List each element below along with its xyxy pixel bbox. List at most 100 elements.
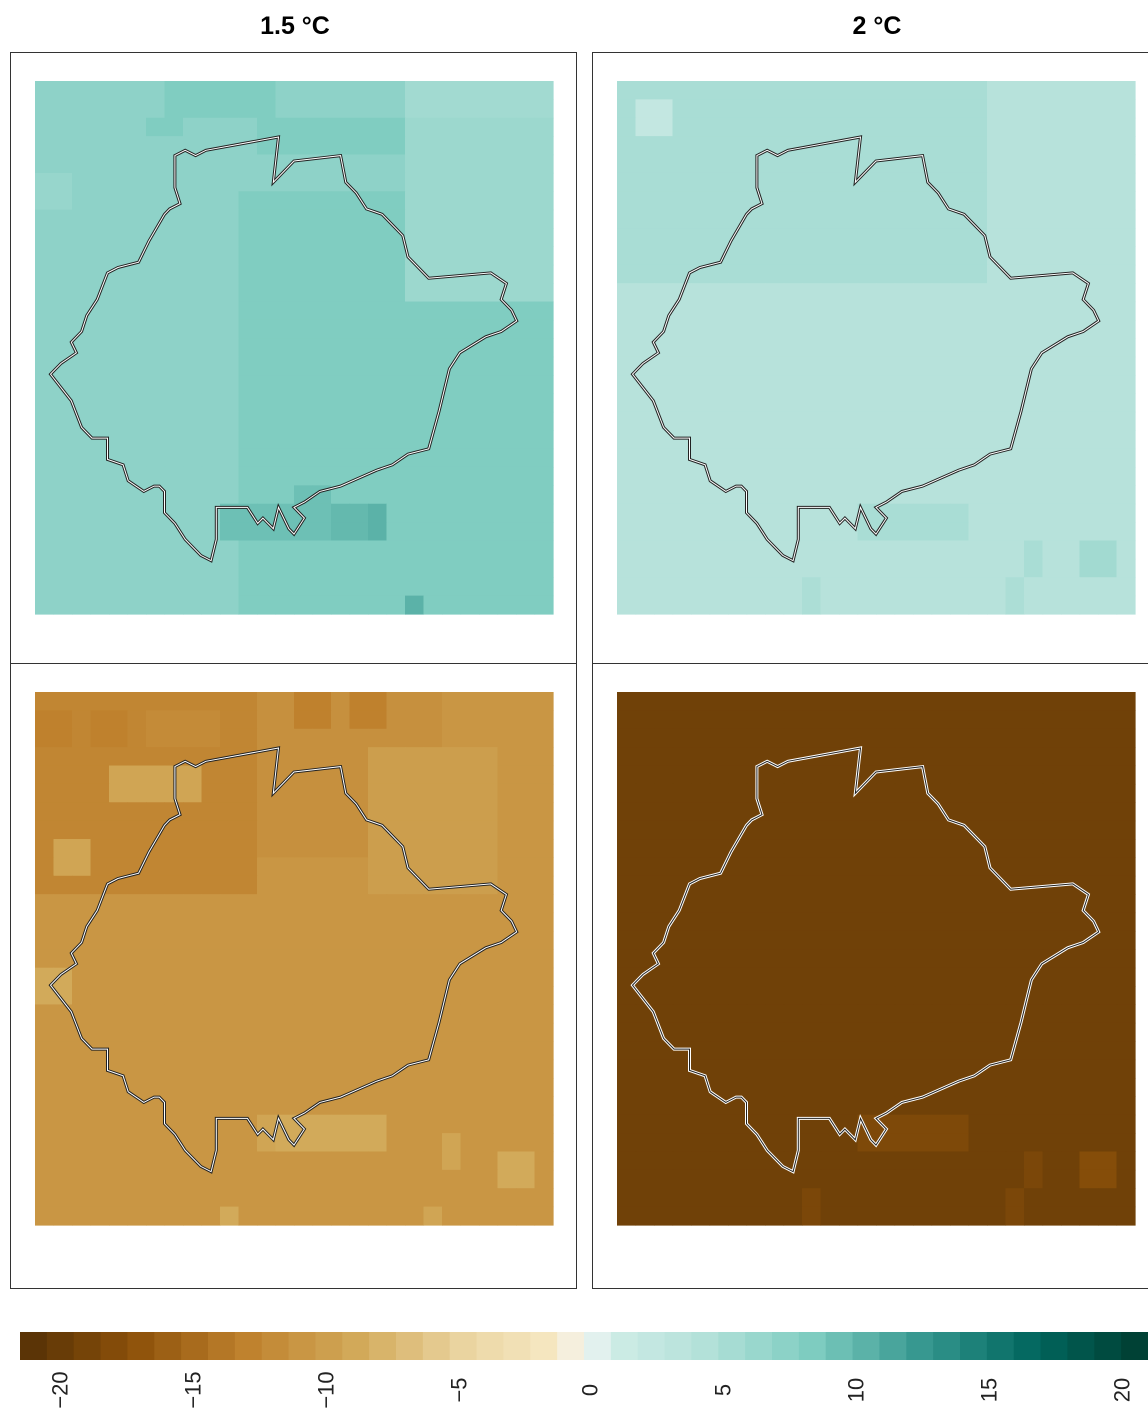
heatmap-cell (931, 264, 951, 284)
heatmap-cell (1098, 558, 1118, 578)
heatmap-cell (423, 1041, 443, 1061)
heatmap-cell (183, 839, 203, 859)
heatmap-cell (312, 375, 332, 395)
heatmap-cell (987, 99, 1007, 119)
heatmap-cell (617, 540, 637, 560)
heatmap-cell (672, 1004, 692, 1024)
heatmap-cell (257, 264, 277, 284)
heatmap-cell (654, 1169, 674, 1189)
heatmap-cell (857, 1041, 877, 1061)
heatmap-cell (238, 99, 258, 119)
heatmap-cell (1042, 558, 1062, 578)
heatmap-cell (691, 375, 711, 395)
heatmap-cell (127, 765, 147, 785)
heatmap-cell (164, 1188, 184, 1208)
heatmap-cell (442, 283, 462, 303)
heatmap-cell (968, 765, 988, 785)
heatmap-cell (164, 466, 184, 486)
heatmap-cell (460, 692, 480, 711)
heatmap-cell (654, 522, 674, 542)
heatmap-cell (516, 1077, 536, 1097)
heatmap-cell (839, 209, 859, 229)
heatmap-cell (201, 710, 221, 730)
heatmap-cell (1079, 1114, 1099, 1134)
heatmap-cell (987, 930, 1007, 950)
heatmap-cell (1042, 595, 1062, 615)
heatmap-cell (765, 1151, 785, 1171)
heatmap-cell (534, 728, 554, 748)
heatmap-cell (894, 172, 914, 192)
heatmap-cell (72, 99, 92, 119)
heatmap-cell (497, 117, 517, 137)
heatmap-cell (368, 430, 388, 450)
heatmap-cell (423, 1206, 443, 1226)
heatmap-cell (1042, 1077, 1062, 1097)
heatmap-cell (635, 1096, 655, 1116)
heatmap-cell (820, 1096, 840, 1116)
heatmap-cell (423, 522, 443, 542)
heatmap-cell (765, 375, 785, 395)
heatmap-cell (1079, 485, 1099, 505)
heatmap-cell (442, 1059, 462, 1079)
heatmap-cell (894, 577, 914, 597)
heatmap-cell (146, 466, 166, 486)
heatmap-cell (109, 283, 129, 303)
heatmap-cell (35, 356, 55, 376)
heatmap-cell (1116, 875, 1136, 895)
heatmap-cell (238, 172, 258, 192)
heatmap-cell (1116, 466, 1136, 486)
heatmap-cell (617, 1077, 637, 1097)
heatmap-cell (146, 191, 166, 211)
heatmap-cell (460, 839, 480, 859)
colorbar: −20 −15 −10 −5 0 5 10 15 20 (20, 1332, 1148, 1409)
heatmap-cell (765, 522, 785, 542)
heatmap-cell (220, 1077, 240, 1097)
heatmap-cell (220, 301, 240, 321)
heatmap-cell (35, 1004, 55, 1024)
heatmap-cell (654, 1133, 674, 1153)
heatmap-cell (950, 246, 970, 266)
heatmap-cell (1005, 1096, 1025, 1116)
heatmap-cell (783, 411, 803, 431)
heatmap-cell (876, 857, 896, 877)
heatmap-cell (72, 839, 92, 859)
heatmap-cell (1079, 393, 1099, 413)
heatmap-cell (876, 1169, 896, 1189)
heatmap-cell (783, 577, 803, 597)
heatmap-cell (635, 430, 655, 450)
heatmap-cell (386, 857, 406, 877)
heatmap-cell (53, 875, 73, 895)
heatmap-cell (35, 411, 55, 431)
heatmap-cell (1061, 117, 1081, 137)
heatmap-cell (183, 1133, 203, 1153)
heatmap-cell (275, 283, 295, 303)
heatmap-cell (312, 246, 332, 266)
heatmap-cell (183, 228, 203, 248)
heatmap-cell (497, 228, 517, 248)
heatmap-cell (1024, 466, 1044, 486)
heatmap-cell (164, 1041, 184, 1061)
heatmap-cell (275, 728, 295, 748)
heatmap-cell (802, 356, 822, 376)
heatmap-cell (312, 820, 332, 840)
heatmap-cell (691, 246, 711, 266)
heatmap-cell (127, 1169, 147, 1189)
heatmap-cell (857, 466, 877, 486)
heatmap-cell (238, 136, 258, 156)
heatmap-cell (331, 857, 351, 877)
heatmap-cell (617, 820, 637, 840)
heatmap-cell (442, 117, 462, 137)
heatmap-cell (220, 246, 240, 266)
heatmap-cell (497, 1151, 517, 1171)
heatmap-cell (820, 172, 840, 192)
heatmap-cell (460, 728, 480, 748)
heatmap-cell (672, 839, 692, 859)
heatmap-cell (127, 503, 147, 523)
heatmap-cell (1098, 172, 1118, 192)
heatmap-cell (479, 1206, 499, 1226)
heatmap-cell (765, 319, 785, 339)
heatmap-cell (913, 728, 933, 748)
heatmap-cell (820, 375, 840, 395)
heatmap-cell (183, 912, 203, 932)
heatmap-cell (479, 485, 499, 505)
